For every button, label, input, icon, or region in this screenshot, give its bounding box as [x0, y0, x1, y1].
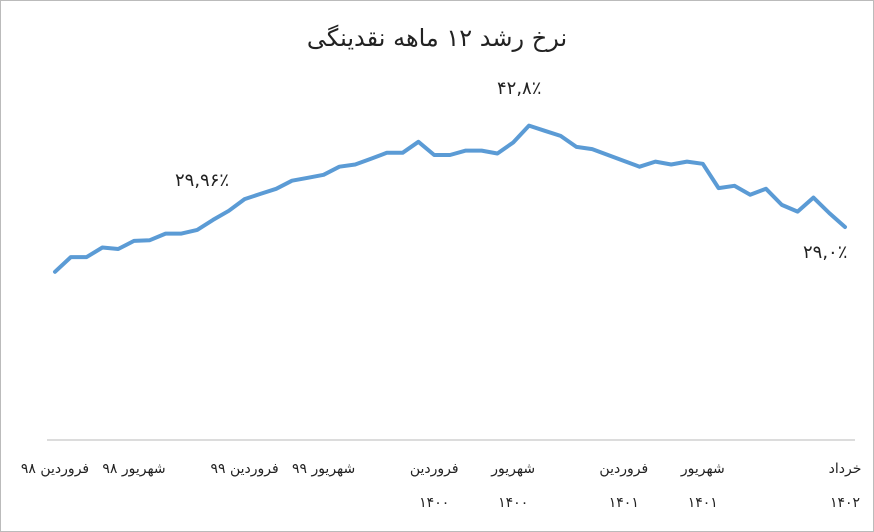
data-line: [53, 123, 847, 274]
chart-title: نرخ رشد ۱۲ ماهه نقدینگی: [306, 24, 568, 52]
x-tick-label: خرداد ۱۴۰۲: [828, 461, 862, 511]
x-tick-label: فروردین ۱۴۰۱: [599, 461, 649, 511]
x-tick-label: شهریور ۹۹: [291, 461, 356, 477]
annotation: ۲۹,۰٪: [803, 242, 848, 263]
annotation: ۴۲,۸٪: [497, 78, 542, 99]
x-tick-label: فروردین ۹۹: [210, 461, 279, 477]
x-tick-label: شهریور ۱۴۰۱: [680, 461, 725, 511]
x-tick-label: شهریور ۹۸: [102, 461, 166, 477]
x-tick-label: شهریور ۱۴۰۰: [491, 461, 536, 511]
annotation: ۲۹,۹۶٪: [175, 170, 230, 191]
x-tick-label: فروردین ۱۴۰۰: [409, 461, 459, 511]
x-tick-label: فروردین ۹۸: [20, 461, 90, 477]
